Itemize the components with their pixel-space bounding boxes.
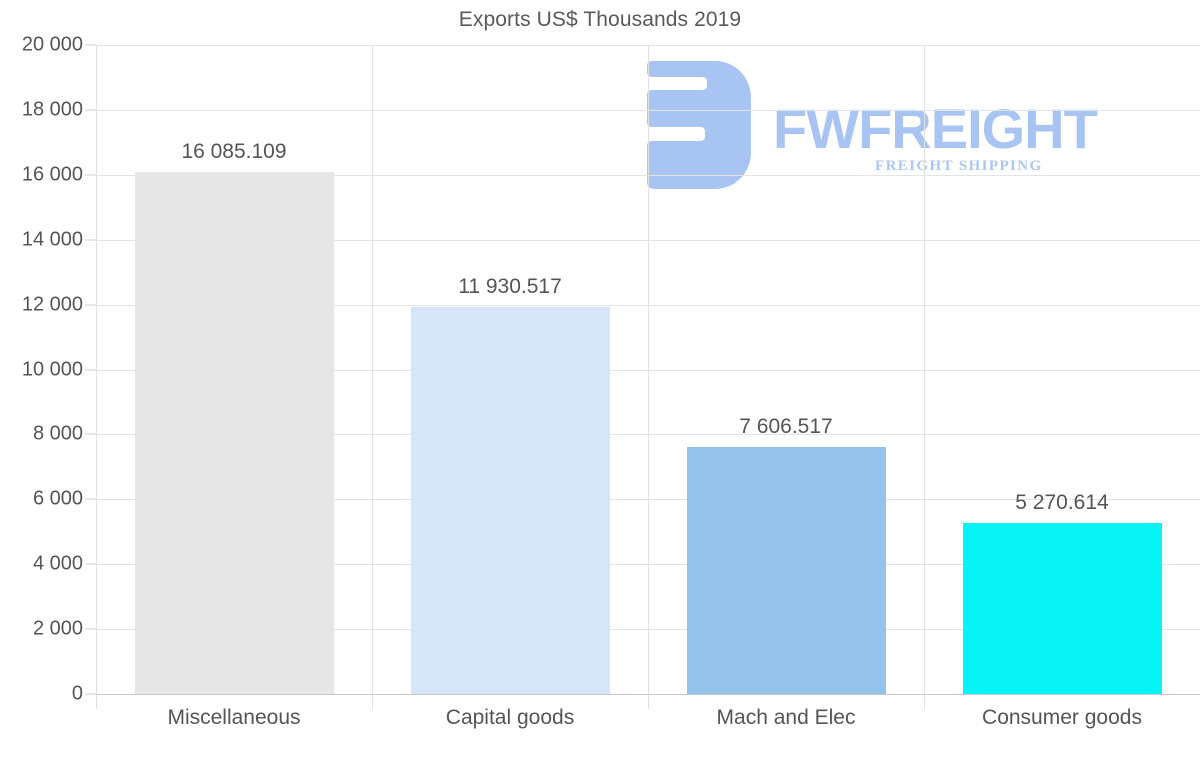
y-tick-label: 4 000	[32, 552, 83, 575]
y-tick-mark	[85, 109, 96, 111]
bar-value-label: 5 270.614	[1015, 490, 1109, 514]
y-tick-label: 0	[71, 682, 83, 705]
y-tick-label: 2 000	[32, 617, 83, 640]
y-tick-mark	[85, 369, 96, 370]
y-tick-label: 6 000	[32, 487, 83, 510]
y-tick-label: 14 000	[21, 228, 83, 251]
bar-value-label: 11 930.517	[458, 274, 562, 298]
bar-1[interactable]	[135, 172, 334, 694]
bar-2[interactable]	[411, 307, 610, 694]
bar-3[interactable]	[687, 447, 886, 694]
gridline-vertical	[96, 45, 97, 709]
y-tick-mark	[85, 433, 96, 435]
y-tick-label: 8 000	[32, 422, 83, 445]
y-tick-label: 12 000	[21, 293, 83, 316]
y-tick-mark	[85, 304, 96, 306]
y-tick-mark	[85, 498, 96, 500]
y-tick-label: 18 000	[21, 98, 83, 121]
y-tick-label: 16 000	[21, 163, 83, 186]
bar-value-label: 16 085.109	[181, 140, 287, 164]
y-tick-mark	[85, 174, 96, 176]
y-tick-mark	[85, 563, 96, 565]
gridline-vertical	[648, 45, 649, 709]
x-axis-label-3: Mach and Elec	[716, 706, 856, 729]
y-tick-mark	[85, 44, 96, 46]
y-tick-mark	[85, 239, 96, 241]
gridline-vertical	[372, 45, 373, 709]
x-axis-label-2: Capital goods	[445, 706, 575, 729]
bar-value-label: 7 606.517	[739, 415, 833, 439]
y-tick-mark	[85, 693, 96, 695]
y-tick-label: 10 000	[21, 358, 83, 380]
x-axis-label-4: Consumer goods	[982, 706, 1142, 729]
plot-area: 16 085.109 11 930.517 7 606.517 5 270.614	[96, 45, 1200, 709]
y-tick-label: 20 000	[21, 33, 83, 56]
chart-title: Exports US$ Thousands 2019	[458, 8, 742, 31]
x-axis-label-1: Miscellaneous	[167, 706, 301, 729]
gridline-vertical	[924, 45, 925, 709]
y-tick-mark	[85, 628, 96, 630]
bar-4[interactable]	[963, 523, 1162, 694]
